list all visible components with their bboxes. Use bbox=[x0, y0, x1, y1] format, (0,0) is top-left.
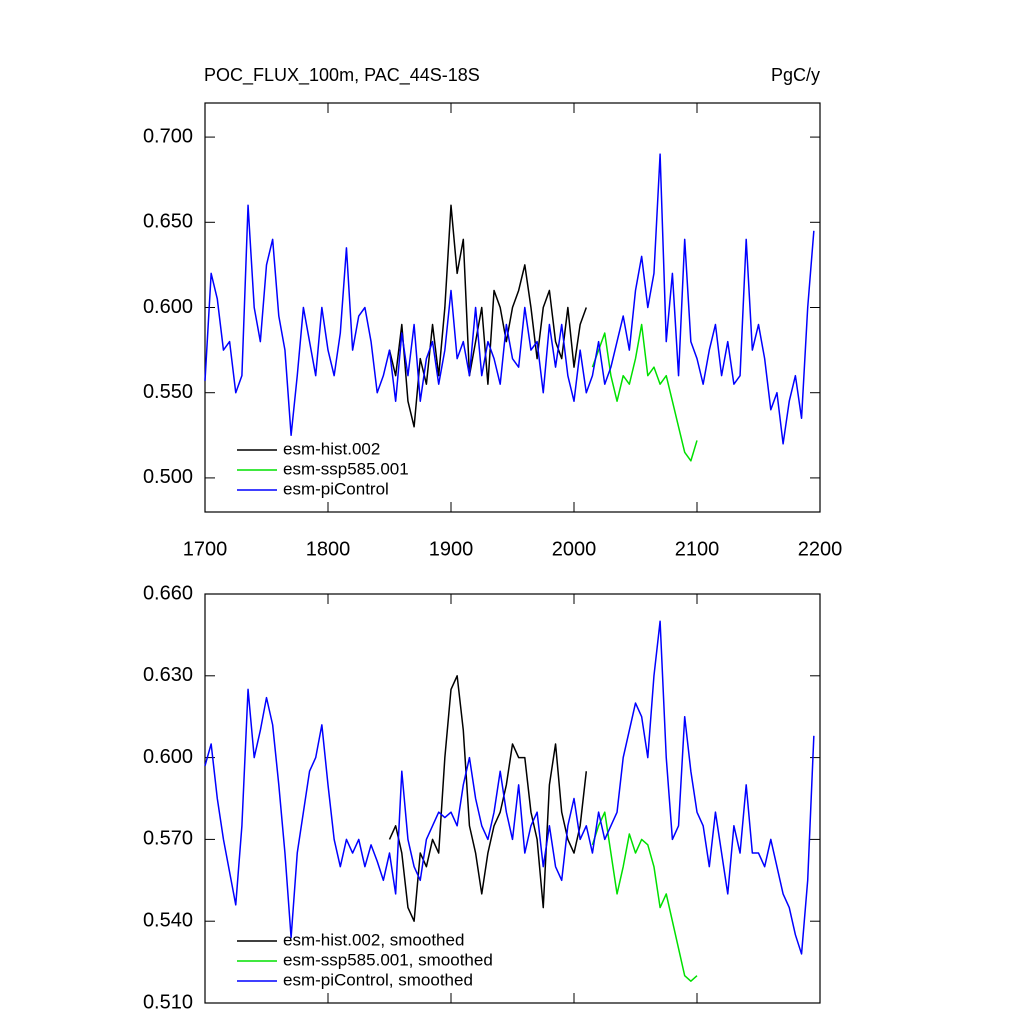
data-line bbox=[388, 675, 588, 922]
legend-label: esm-hist.002 bbox=[283, 439, 380, 458]
data-line bbox=[591, 811, 698, 982]
y-tick-label: 0.630 bbox=[143, 664, 193, 686]
legend-label: esm-piControl bbox=[283, 479, 389, 498]
chart-title: POC_FLUX_100m, PAC_44S-18S bbox=[204, 65, 480, 86]
x-tick-label: 2200 bbox=[798, 538, 843, 560]
legend-label: esm-ssp585.001 bbox=[283, 459, 409, 478]
y-tick-label: 0.600 bbox=[143, 746, 193, 768]
legend-label: esm-piControl, smoothed bbox=[283, 970, 473, 989]
y-tick-label: 0.540 bbox=[143, 909, 193, 931]
units-label: PgC/y bbox=[771, 65, 820, 85]
x-tick-label: 1800 bbox=[306, 538, 351, 560]
legend-label: esm-ssp585.001, smoothed bbox=[283, 950, 493, 969]
legend-label: esm-hist.002, smoothed bbox=[283, 930, 464, 949]
y-tick-label: 0.700 bbox=[143, 125, 193, 147]
y-tick-label: 0.600 bbox=[143, 296, 193, 318]
y-tick-label: 0.500 bbox=[143, 466, 193, 488]
plot-frame bbox=[204, 593, 821, 1004]
data-line bbox=[204, 153, 815, 445]
y-tick-label: 0.510 bbox=[143, 991, 193, 1013]
data-line bbox=[388, 204, 588, 428]
y-tick-label: 0.650 bbox=[143, 211, 193, 233]
x-tick-label: 2000 bbox=[552, 538, 597, 560]
data-line bbox=[204, 620, 815, 955]
y-tick-label: 0.550 bbox=[143, 381, 193, 403]
data-line bbox=[591, 323, 698, 462]
x-tick-label: 1700 bbox=[183, 538, 228, 560]
y-tick-label: 0.660 bbox=[143, 582, 193, 604]
x-tick-label: 1900 bbox=[429, 538, 474, 560]
x-tick-label: 2100 bbox=[675, 538, 720, 560]
y-tick-label: 0.570 bbox=[143, 828, 193, 850]
